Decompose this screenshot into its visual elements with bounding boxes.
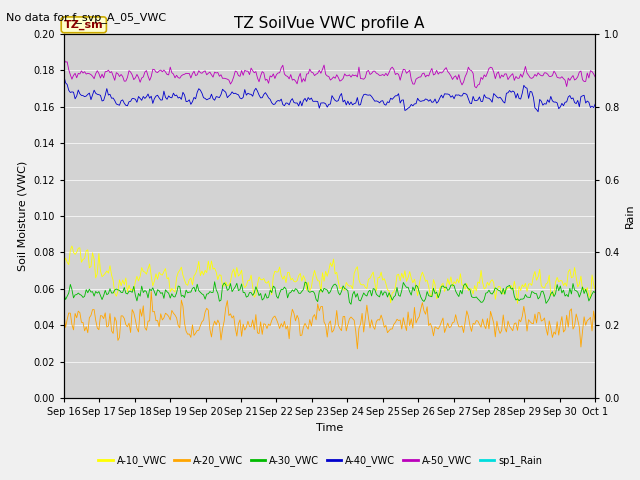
Y-axis label: Soil Moisture (VWC): Soil Moisture (VWC) [18, 161, 28, 271]
Legend: A-10_VWC, A-20_VWC, A-30_VWC, A-40_VWC, A-50_VWC, sp1_Rain: A-10_VWC, A-20_VWC, A-30_VWC, A-40_VWC, … [94, 452, 546, 470]
Text: No data for f_svp_A_05_VWC: No data for f_svp_A_05_VWC [6, 12, 166, 23]
Title: TZ SoilVue VWC profile A: TZ SoilVue VWC profile A [234, 16, 425, 31]
X-axis label: Time: Time [316, 423, 343, 433]
Y-axis label: Rain: Rain [625, 204, 635, 228]
Text: TZ_sm: TZ_sm [64, 20, 104, 30]
